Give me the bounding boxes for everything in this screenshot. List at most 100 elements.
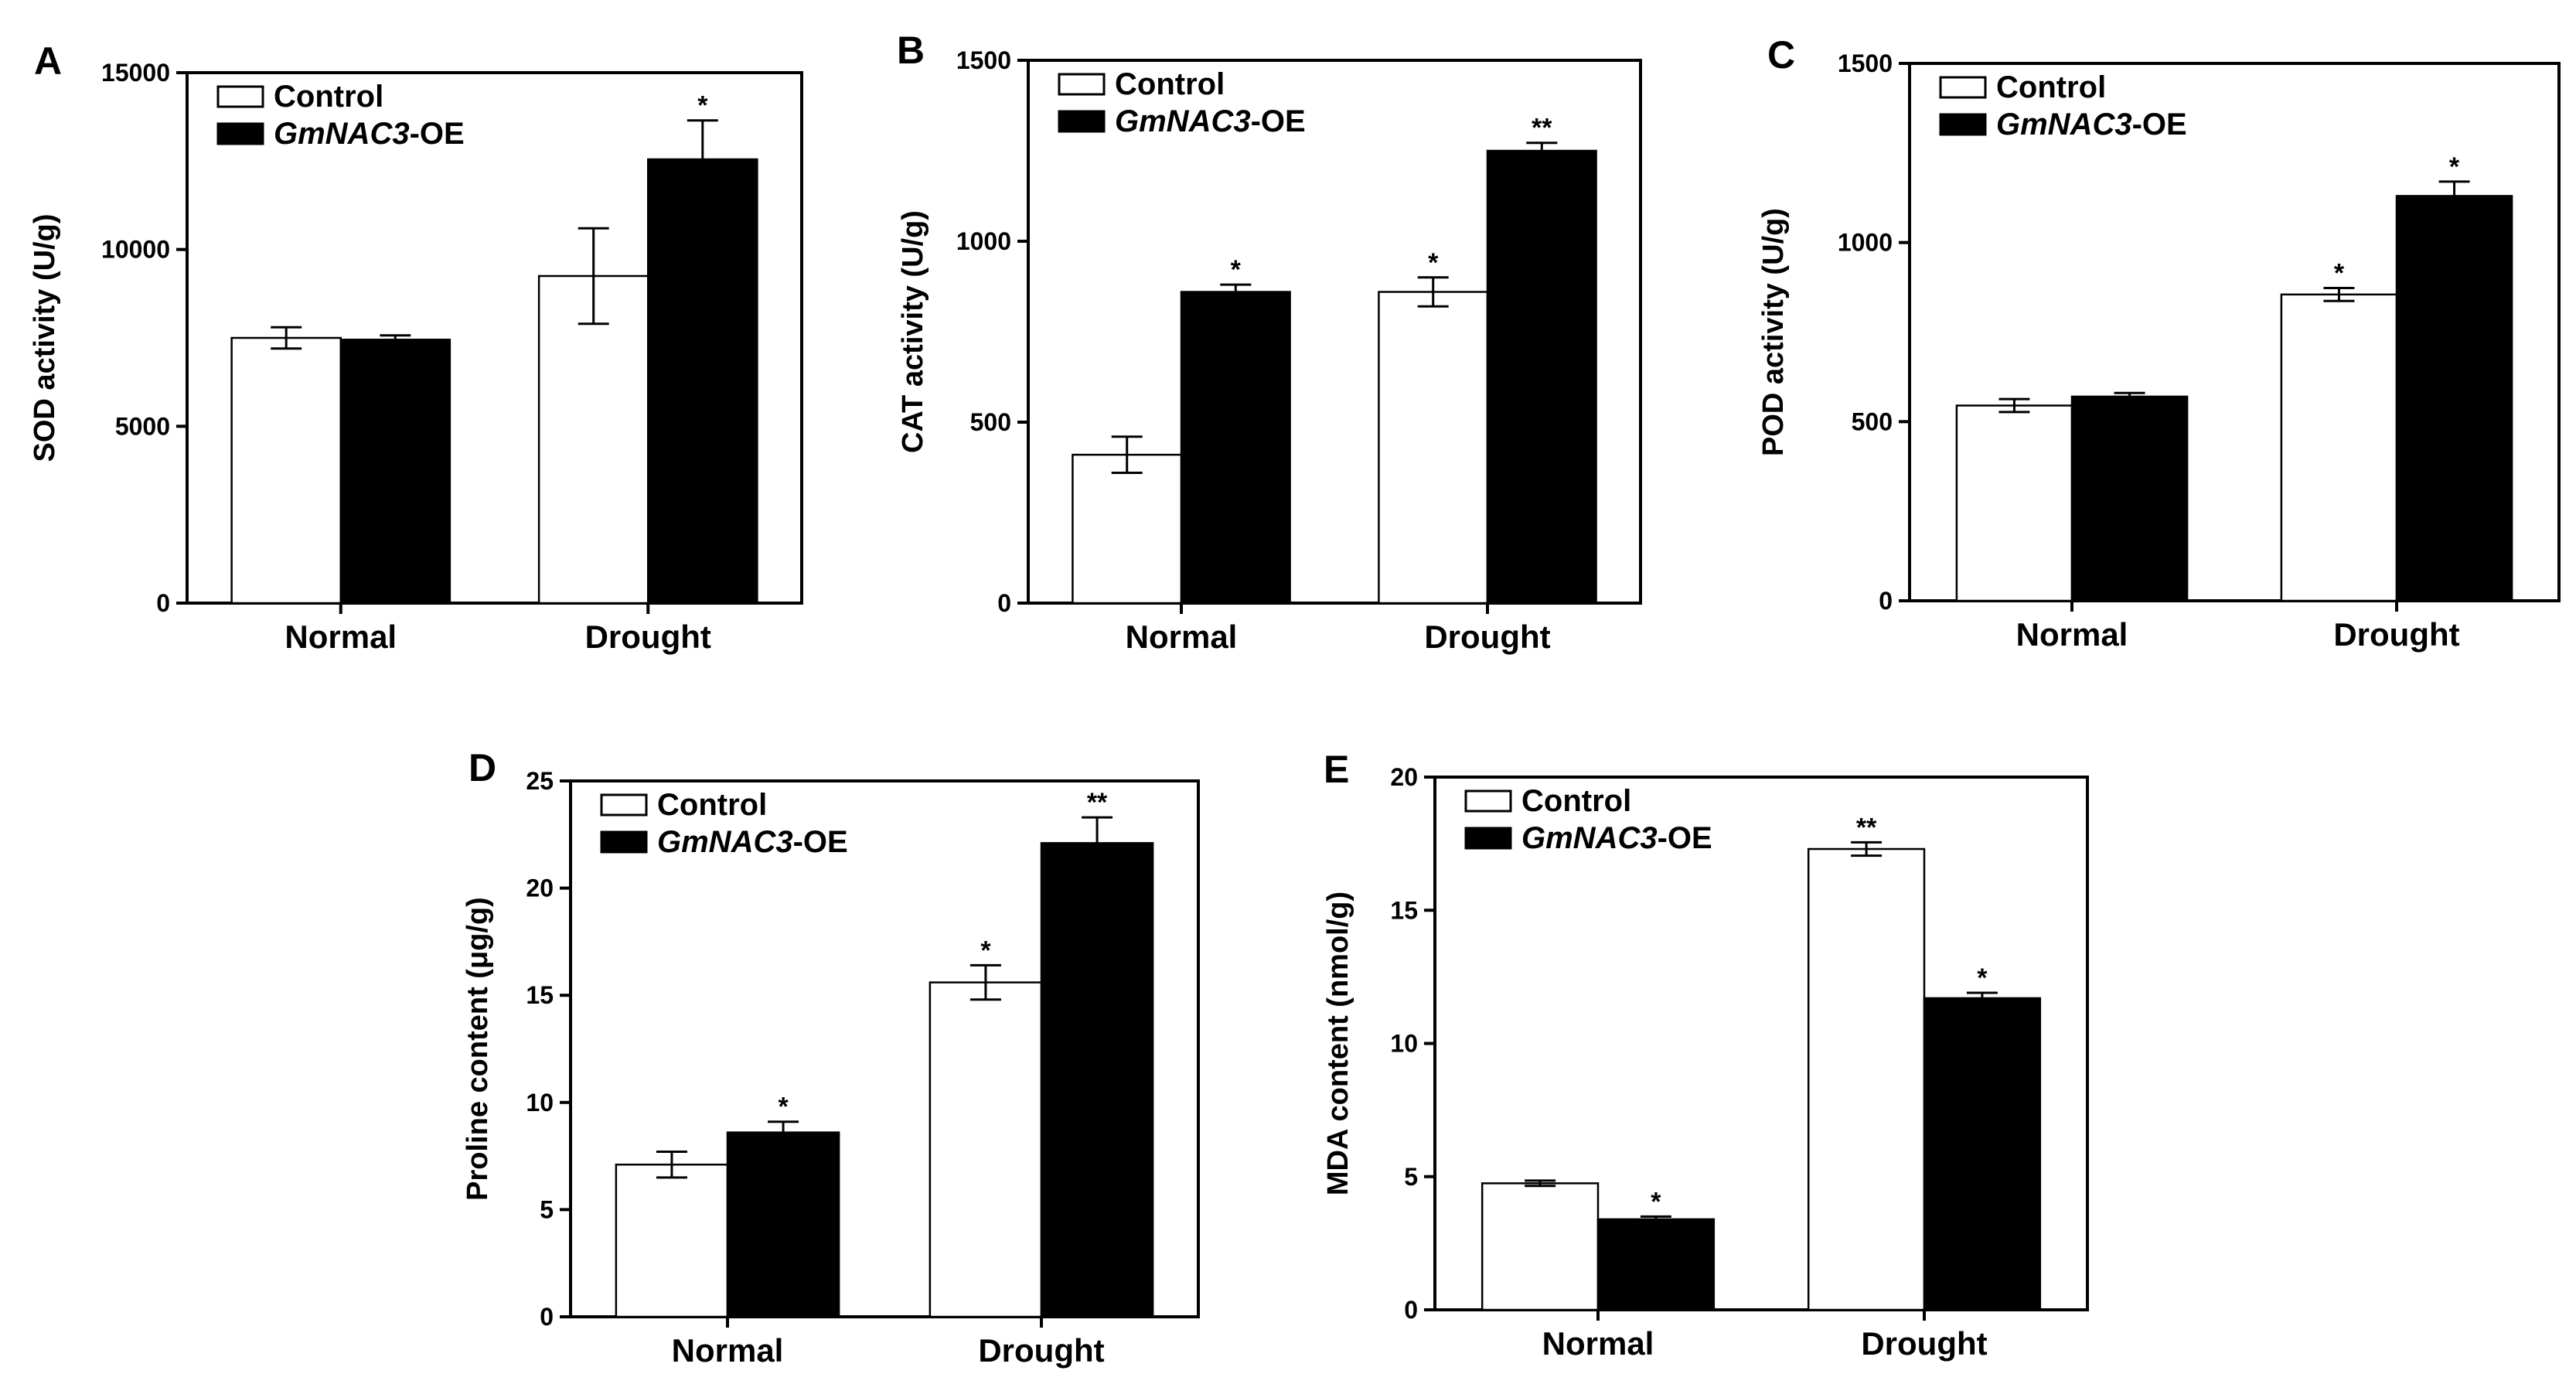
y-axis-title: MDA content (nmol/g)	[1322, 892, 1354, 1195]
legend-label-treatment-suffix: -OE	[1251, 104, 1306, 138]
significance-label: *	[2449, 152, 2460, 182]
y-tick-label: 15000	[101, 59, 170, 87]
y-tick-label: 5000	[115, 412, 170, 440]
control-bar	[2280, 293, 2398, 602]
chart-panel-d: D 0 5 10 15 20 25 Proline content (μg/g) Normal *…	[462, 746, 1200, 1369]
legend-label-control: Control	[1996, 70, 2106, 104]
y-axis-title: POD activity (U/g)	[1757, 208, 1790, 456]
x-category-label: Drought	[585, 619, 711, 655]
control-bar	[230, 336, 342, 605]
y-tick-label: 15	[526, 981, 554, 1009]
legend-label-control: Control	[1521, 784, 1631, 818]
chart-panel-e: E 0 5 10 15 20 MDA content (nmol/g) Normal * Drou…	[1322, 748, 2089, 1362]
legend-swatch-control	[1464, 789, 1512, 813]
legend-swatch-treatment	[1464, 827, 1512, 850]
panel-letter: B	[897, 29, 925, 72]
y-tick-label: 20	[526, 875, 554, 902]
plot-frame	[186, 71, 803, 605]
control-bar	[1378, 291, 1489, 605]
significance-label: *	[778, 1093, 789, 1122]
legend-swatch-treatment	[600, 830, 648, 854]
legend-swatch-treatment	[1058, 110, 1106, 133]
treatment-bar	[1923, 997, 2042, 1311]
y-tick-label: 0	[1879, 587, 1893, 615]
y-tick-label: 10	[1390, 1030, 1418, 1058]
significance-label: *	[2334, 259, 2345, 288]
y-axis-title: CAT activity (U/g)	[897, 210, 929, 453]
legend-label-treatment-suffix: -OE	[2132, 107, 2187, 141]
control-bar	[615, 1163, 729, 1318]
control-bar	[1481, 1182, 1600, 1311]
significance-label: **	[1087, 788, 1108, 817]
treatment-bar	[339, 339, 451, 605]
legend-swatch-treatment	[1939, 113, 1987, 136]
plot-frame	[1027, 59, 1642, 605]
significance-label: *	[697, 91, 708, 121]
x-category-label: Drought	[2333, 616, 2459, 653]
x-category-label: Normal	[2016, 616, 2128, 653]
y-tick-label: 15	[1390, 896, 1418, 924]
y-tick-label: 0	[997, 589, 1011, 617]
legend-label-treatment: GmNAC3-OE	[1115, 104, 1306, 138]
legend-label-treatment-gene: GmNAC3	[1115, 104, 1251, 138]
legend-label-treatment: GmNAC3-OE	[1521, 821, 1712, 855]
panel-letter: C	[1767, 33, 1795, 77]
legend-label-treatment-gene: GmNAC3	[657, 825, 793, 859]
chart-panel-a: A 0 5000 10000 15000 SOD activity (U/g) Normal…	[29, 39, 803, 655]
treatment-bar	[726, 1131, 840, 1318]
y-tick-label: 0	[540, 1303, 554, 1331]
legend-label-treatment-gene: GmNAC3	[274, 117, 410, 151]
significance-label: **	[1532, 114, 1552, 143]
legend-swatch-control	[1058, 73, 1106, 96]
y-tick-label: 1500	[1838, 49, 1893, 77]
y-tick-label: 500	[970, 408, 1011, 436]
treatment-bar	[647, 158, 758, 605]
significance-label: *	[1651, 1187, 1661, 1216]
chart-panel-b: B 0 500 1000 1500 CAT activity (U/g) Normal * Dr…	[897, 29, 1642, 655]
legend-label-treatment-gene: GmNAC3	[1521, 821, 1658, 855]
chart-panel-c: C 0 500 1000 1500 POD activity (U/g) Normal Dro…	[1757, 33, 2561, 653]
significance-label: *	[1428, 248, 1439, 278]
x-category-label: Normal	[1542, 1325, 1654, 1362]
treatment-bar	[1040, 842, 1154, 1318]
legend-swatch-control	[1939, 76, 1987, 99]
panel-letter: A	[34, 39, 62, 83]
panel-letter: E	[1324, 748, 1349, 791]
x-category-label: Drought	[1424, 619, 1550, 655]
legend-label-treatment: GmNAC3-OE	[657, 825, 848, 859]
treatment-bar	[1596, 1218, 1716, 1311]
legend-label-treatment-suffix: -OE	[410, 117, 465, 151]
legend-label-treatment: GmNAC3-OE	[1996, 107, 2187, 141]
significance-label: *	[1231, 255, 1242, 285]
y-tick-label: 1000	[1838, 229, 1893, 257]
x-category-label: Normal	[1126, 619, 1238, 655]
x-category-label: Drought	[978, 1332, 1104, 1369]
y-tick-label: 1500	[956, 46, 1011, 74]
legend-label-treatment-suffix: -OE	[793, 825, 848, 859]
legend-label-treatment: GmNAC3-OE	[274, 117, 465, 151]
legend-label-treatment-gene: GmNAC3	[1996, 107, 2132, 141]
x-category-label: Normal	[285, 619, 397, 655]
y-axis-title: SOD activity (U/g)	[29, 214, 61, 462]
x-category-label: Normal	[672, 1332, 784, 1369]
legend-label-control: Control	[657, 788, 767, 822]
significance-label: **	[1856, 813, 1877, 842]
legend-swatch-control	[600, 793, 648, 817]
significance-label: *	[980, 936, 991, 965]
x-category-label: Drought	[1861, 1325, 1987, 1362]
significance-label: *	[1977, 963, 1988, 993]
plot-frame	[569, 779, 1200, 1318]
control-bar	[1955, 404, 2073, 602]
control-bar	[1072, 453, 1183, 605]
y-tick-label: 0	[156, 589, 170, 617]
y-tick-label: 5	[540, 1195, 554, 1223]
y-tick-label: 0	[1404, 1296, 1418, 1324]
control-bar	[1807, 847, 1926, 1311]
y-tick-label: 20	[1390, 763, 1418, 791]
y-tick-label: 25	[526, 767, 554, 795]
y-axis-title: Proline content (μg/g)	[462, 897, 494, 1201]
y-tick-label: 5	[1404, 1163, 1418, 1191]
plot-frame	[1908, 62, 2561, 602]
treatment-bar	[2070, 395, 2189, 602]
